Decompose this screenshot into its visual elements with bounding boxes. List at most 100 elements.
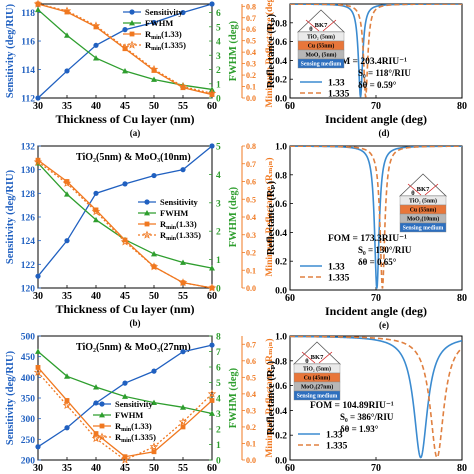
marker-circle xyxy=(64,238,70,244)
marker-circle xyxy=(122,27,128,33)
y-right2-axis-label: Minimum Reflectance (deg) xyxy=(264,0,275,107)
x-tick-label: 55 xyxy=(178,101,188,112)
marker-circle xyxy=(151,368,157,374)
y-tick-label: 500 xyxy=(21,333,36,343)
marker-triangle xyxy=(209,265,215,271)
marker-square xyxy=(151,449,157,455)
y-tick-label: 0.4 xyxy=(275,229,287,239)
legend-label: Rmin(1.335) xyxy=(145,40,186,52)
y-tick-label: 0.4 xyxy=(275,57,287,67)
marker-triangle xyxy=(93,384,99,390)
marker-star xyxy=(178,278,188,287)
marker-circle xyxy=(93,42,99,48)
panel-caption: (a) xyxy=(130,128,141,138)
y-right-tick-label: 2 xyxy=(216,426,221,436)
legend-label: Rmin(1.335) xyxy=(160,230,201,242)
series-line xyxy=(37,3,213,95)
marker-star xyxy=(62,6,72,15)
fwhm-label: δθ = 0.65° xyxy=(358,257,397,267)
y-right2-tick-label: 0.7 xyxy=(246,14,256,23)
y-axis-label: Sensitivity (deg/RIU) xyxy=(5,3,16,98)
marker-square xyxy=(180,424,186,430)
legend-label: Sensitivity xyxy=(160,197,199,207)
marker-triangle xyxy=(144,210,150,216)
prism-label: BK7 xyxy=(315,22,328,29)
x-tick-label: 70 xyxy=(371,101,381,112)
legend-tail: (1.335) xyxy=(161,40,186,50)
marker-circle xyxy=(99,401,105,407)
marker-star xyxy=(149,262,159,271)
marker-circle xyxy=(122,380,128,386)
marker-square xyxy=(99,423,105,429)
y-right-tick-label: 1 xyxy=(216,80,221,90)
marker-triangle xyxy=(151,76,157,82)
marker-circle xyxy=(93,190,99,196)
y-right-tick-label: 6 xyxy=(216,364,221,374)
y-right-tick-label: 1 xyxy=(216,256,221,266)
marker-triangle xyxy=(35,348,41,354)
legend-label: FWHM xyxy=(115,410,143,420)
y-right2-axis-label: Minimum Reflectance (Rₘᵢₙ) xyxy=(264,338,275,457)
y-right-tick-label: 2 xyxy=(216,66,221,76)
stack-layer-label: Sensing medium xyxy=(403,226,444,232)
y-right2-tick-label: 0.7 xyxy=(246,340,256,349)
y-tick-label: 300 xyxy=(21,415,36,425)
fom-label: FOM = 203.4RIU⁻¹ xyxy=(328,57,407,67)
x-tick-label: 55 xyxy=(178,463,188,474)
panel-annotation: TiO₂(5nm) & MoO₃(27nm) xyxy=(76,342,191,353)
x-axis-label: Incident angle (deg) xyxy=(325,112,427,126)
y-tick-label: 0.2 xyxy=(275,258,287,268)
series-R_min(1.335) xyxy=(33,157,217,292)
marker-circle xyxy=(209,143,215,149)
marker-circle xyxy=(151,19,157,26)
y-axis-label: Reflectance (Rₚ) xyxy=(266,13,277,88)
y-tick-label: 132 xyxy=(21,143,36,153)
marker-triangle xyxy=(99,412,105,418)
y-tick-label: 250 xyxy=(21,436,36,446)
incident-ray xyxy=(407,183,422,196)
marker-circle xyxy=(180,167,186,173)
y-right-tick-label: 0 xyxy=(216,285,221,295)
marker-circle xyxy=(209,1,215,7)
stack-layer-label: Cu (45nm) xyxy=(304,375,331,382)
y-right2-tick-label: 0.0 xyxy=(246,284,256,293)
y-right2-tick-label: 0.0 xyxy=(246,94,256,103)
y-right-tick-label: 4 xyxy=(216,395,221,405)
marker-star xyxy=(149,64,159,73)
panel-f: 60 70 80 0.0 0.2 0.4 0.6 0.8 1.0 Reflectance (Rₚ)… xyxy=(266,333,467,474)
y-right-tick-label: 5 xyxy=(216,23,221,33)
fom-label: FOM = 173.3RIU⁻¹ xyxy=(328,234,407,244)
y-axis-label: Sensitivity (deg/RIU) xyxy=(5,169,16,264)
marker-star xyxy=(207,88,217,98)
stack-layer-label: MoO₃(10nm) xyxy=(407,216,439,223)
y-right2-tick-label: 0.2 xyxy=(246,71,256,80)
y-right2-tick-label: 0.2 xyxy=(246,423,256,432)
y-tick-label: 112 xyxy=(21,95,35,105)
x-tick-label: 60 xyxy=(207,291,217,302)
marker-star xyxy=(33,367,43,376)
y-tick-label: 128 xyxy=(21,190,36,200)
y-right2-tick-label: 0.1 xyxy=(246,83,256,92)
stack-layer-label: TiO₂ (5nm) xyxy=(307,34,335,41)
metrics: FOM = 173.3RIU⁻¹S₀ = 130°/RIU δθ = 0.65° xyxy=(328,234,412,267)
marker-star xyxy=(91,207,101,216)
reflected-ray xyxy=(322,19,337,32)
y-right2-tick-label: 0.8 xyxy=(246,142,256,151)
y-tick-label: 0.8 xyxy=(275,171,287,181)
x-tick-label: 70 xyxy=(371,463,381,474)
legend-label: FWHM xyxy=(160,208,188,218)
legend-tail: (1.335) xyxy=(131,432,156,442)
panel-c: 30 35 40 45 50 55 6020025030035040045050001234… xyxy=(5,333,275,474)
y-right2-tick-label: 0.3 xyxy=(246,231,256,240)
marker-star xyxy=(207,283,217,292)
marker-square xyxy=(35,157,41,163)
y-tick-label: 0.0 xyxy=(275,287,287,297)
marker-star xyxy=(120,43,130,52)
marker-circle xyxy=(209,342,215,348)
x-tick-label: 50 xyxy=(149,463,159,474)
y-tick-label: 124 xyxy=(21,237,36,247)
marker-circle xyxy=(93,400,99,406)
